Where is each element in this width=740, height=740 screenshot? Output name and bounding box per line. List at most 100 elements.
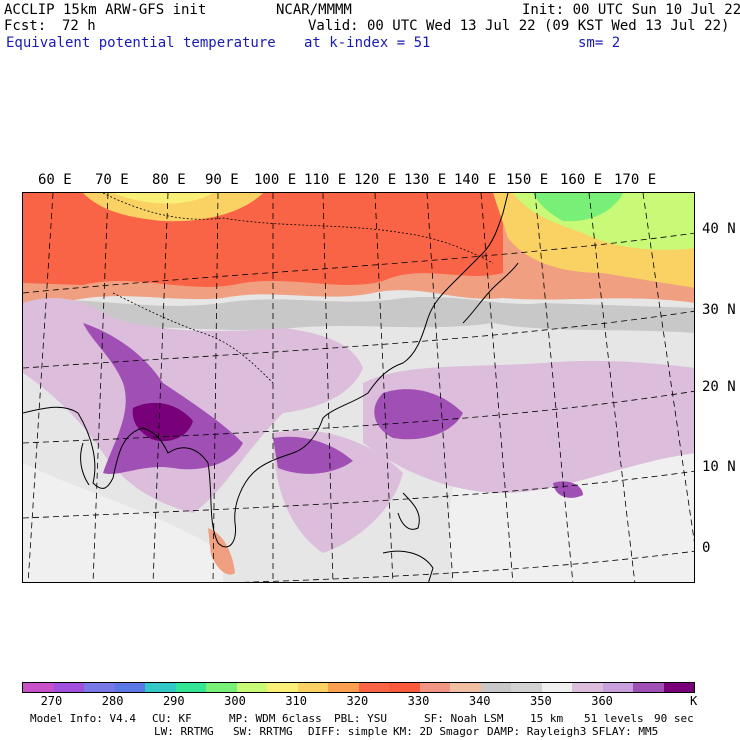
colorbar-swatch bbox=[145, 683, 176, 692]
coastline-mainland bbox=[23, 193, 509, 548]
smoothing-label: sm= 2 bbox=[578, 35, 621, 51]
colorbar-swatch bbox=[480, 683, 511, 692]
footer-cu: CU: KF bbox=[152, 712, 192, 725]
lon-label: 100 E bbox=[254, 172, 297, 188]
lon-label: 60 E bbox=[38, 172, 72, 188]
footer-pbl: PBL: YSU bbox=[334, 712, 387, 725]
colorbar-swatch bbox=[328, 683, 359, 692]
meridian-150e bbox=[534, 193, 574, 582]
colorbar-swatch bbox=[53, 683, 84, 692]
footer-mp: MP: WDM 6class bbox=[229, 712, 322, 725]
map-panel bbox=[22, 192, 695, 583]
colorbar-swatch bbox=[541, 683, 572, 692]
colorbar-swatch bbox=[297, 683, 328, 692]
model-title: ACCLIP 15km ARW-GFS init bbox=[4, 2, 207, 18]
lat-label: 30 N bbox=[702, 302, 736, 318]
footer-sf: SF: Noah LSM bbox=[424, 712, 504, 725]
colorbar-tick-label: 320 bbox=[346, 694, 369, 708]
colorbar-tick-label: 330 bbox=[407, 694, 430, 708]
lat-label: 0 bbox=[702, 540, 711, 556]
meridian-90e bbox=[212, 193, 219, 582]
colorbar-swatch bbox=[663, 683, 694, 692]
lat-label: 20 N bbox=[702, 379, 736, 395]
level-label: at k-index = 51 bbox=[304, 35, 431, 51]
coastline-japan bbox=[462, 262, 519, 324]
colorbar bbox=[22, 682, 695, 693]
field-name: Equivalent potential temperature bbox=[6, 35, 276, 51]
footer-lw: LW: RRTMG bbox=[154, 725, 214, 738]
meridian-80e bbox=[152, 193, 169, 582]
init-time: Init: 00 UTC Sun 10 Jul 22 bbox=[522, 2, 740, 18]
colorbar-unit: K bbox=[690, 694, 698, 708]
footer-timestep: 90 sec bbox=[654, 712, 694, 725]
fcst-value: 72 h bbox=[62, 18, 96, 34]
meridian-160e bbox=[588, 193, 636, 582]
meridian-70e bbox=[92, 193, 109, 582]
lat-label: 10 N bbox=[702, 459, 736, 475]
footer-km: KM: 2D Smagor bbox=[393, 725, 480, 738]
coastline-philippines bbox=[397, 492, 420, 530]
field-lavender-pacific bbox=[363, 360, 694, 493]
lon-label: 70 E bbox=[95, 172, 129, 188]
lon-label: 160 E bbox=[560, 172, 603, 188]
lat-label: 40 N bbox=[702, 221, 736, 237]
field-paleyellow-nw bbox=[113, 193, 213, 204]
colorbar-swatch bbox=[419, 683, 450, 692]
lon-label: 80 E bbox=[152, 172, 186, 188]
border-north bbox=[102, 193, 494, 264]
meridian-60e bbox=[27, 193, 54, 582]
footer-model-info: Model Info: V4.4 bbox=[30, 712, 136, 725]
colorbar-swatch bbox=[175, 683, 206, 692]
colorbar-swatch bbox=[23, 683, 54, 692]
colorbar-swatch bbox=[602, 683, 633, 692]
lon-label: 130 E bbox=[404, 172, 447, 188]
field-red-band bbox=[23, 193, 503, 287]
colorbar-tick-label: 290 bbox=[162, 694, 185, 708]
colorbar-swatch bbox=[511, 683, 542, 692]
lon-label: 120 E bbox=[354, 172, 397, 188]
field-salmon-sumatra bbox=[208, 528, 235, 575]
field-pale-sw bbox=[23, 463, 223, 582]
field-darkpurple-core bbox=[132, 402, 193, 442]
meridian-170e bbox=[642, 193, 694, 543]
colorbar-swatch bbox=[450, 683, 481, 692]
colorbar-tick-label: 270 bbox=[40, 694, 63, 708]
footer-damp: DAMP: Rayleigh3 bbox=[487, 725, 587, 738]
colorbar-swatch bbox=[633, 683, 664, 692]
center-label: NCAR/MMMM bbox=[276, 2, 352, 18]
field-purple-india bbox=[83, 323, 243, 475]
footer-levels: 51 levels bbox=[584, 712, 644, 725]
colorbar-tick-label: 310 bbox=[285, 694, 307, 708]
field-purple-scs bbox=[273, 436, 353, 474]
colorbar-tick-label: 360 bbox=[591, 694, 613, 708]
footer-sflay: SFLAY: MM5 bbox=[592, 725, 659, 738]
lon-label: 150 E bbox=[506, 172, 549, 188]
borders bbox=[102, 193, 494, 384]
field-gray-band bbox=[23, 296, 694, 333]
colorbar-tick-label: 350 bbox=[530, 694, 552, 708]
lon-label: 140 E bbox=[454, 172, 497, 188]
colorbar-swatch bbox=[389, 683, 420, 692]
footer-resolution: 15 km bbox=[530, 712, 564, 725]
colorbar-swatch bbox=[84, 683, 115, 692]
colorbar-swatch bbox=[358, 683, 389, 692]
colorbar-tick-label: 340 bbox=[468, 694, 491, 708]
colorbar-swatch bbox=[114, 683, 145, 692]
colorbar-swatch bbox=[206, 683, 237, 692]
meridian-120e bbox=[374, 193, 394, 582]
field-purple-philippine-sea bbox=[374, 389, 463, 440]
colorbar-tick-label: 280 bbox=[101, 694, 124, 708]
colorbar-swatch bbox=[236, 683, 267, 692]
lon-label: 110 E bbox=[304, 172, 347, 188]
fcst-label: Fcst: bbox=[4, 18, 47, 34]
coastline-borneo bbox=[382, 550, 434, 582]
colorbar-swatch bbox=[267, 683, 298, 692]
coastlines bbox=[23, 193, 519, 582]
theta-e-field bbox=[23, 193, 694, 582]
colorbar-swatch bbox=[572, 683, 603, 692]
lon-label: 90 E bbox=[205, 172, 239, 188]
footer-diff: DIFF: simple bbox=[308, 725, 388, 738]
parallel-30n bbox=[23, 310, 694, 369]
meridian-140e bbox=[480, 193, 514, 582]
parallel-0 bbox=[241, 550, 694, 582]
